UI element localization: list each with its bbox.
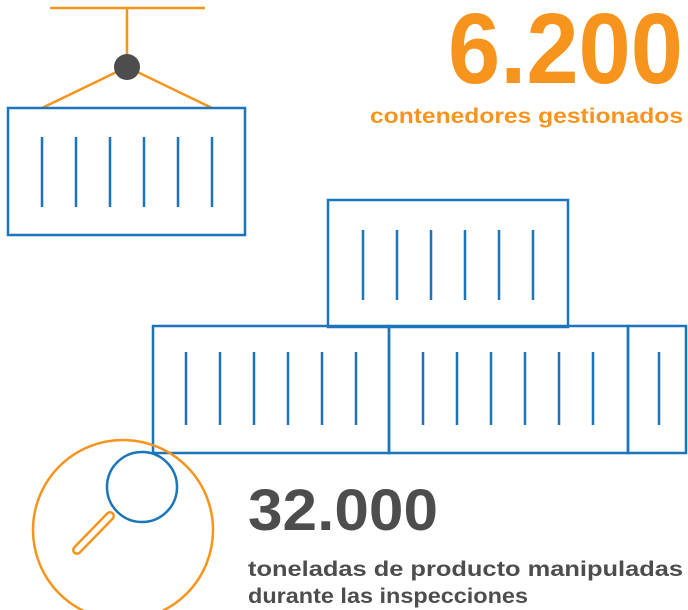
container [626, 324, 688, 455]
container [151, 324, 391, 455]
stat-label: contenedores gestionados [370, 105, 683, 128]
stat-label: durante las inspecciones [248, 585, 528, 608]
stat-value: 32.000 [248, 478, 438, 543]
crane-hook [114, 54, 140, 80]
crane-sling [41, 65, 128, 110]
containers [6, 106, 688, 455]
handle-fill [74, 513, 113, 553]
stat-value: 6.200 [448, 0, 683, 105]
container [6, 106, 247, 237]
crane [41, 6, 213, 110]
magnifier-icon [31, 438, 215, 610]
lens [105, 450, 179, 524]
icon-ring [31, 438, 215, 610]
crane-sling [126, 65, 213, 110]
stat-label: toneladas de producto manipuladas [248, 558, 683, 581]
